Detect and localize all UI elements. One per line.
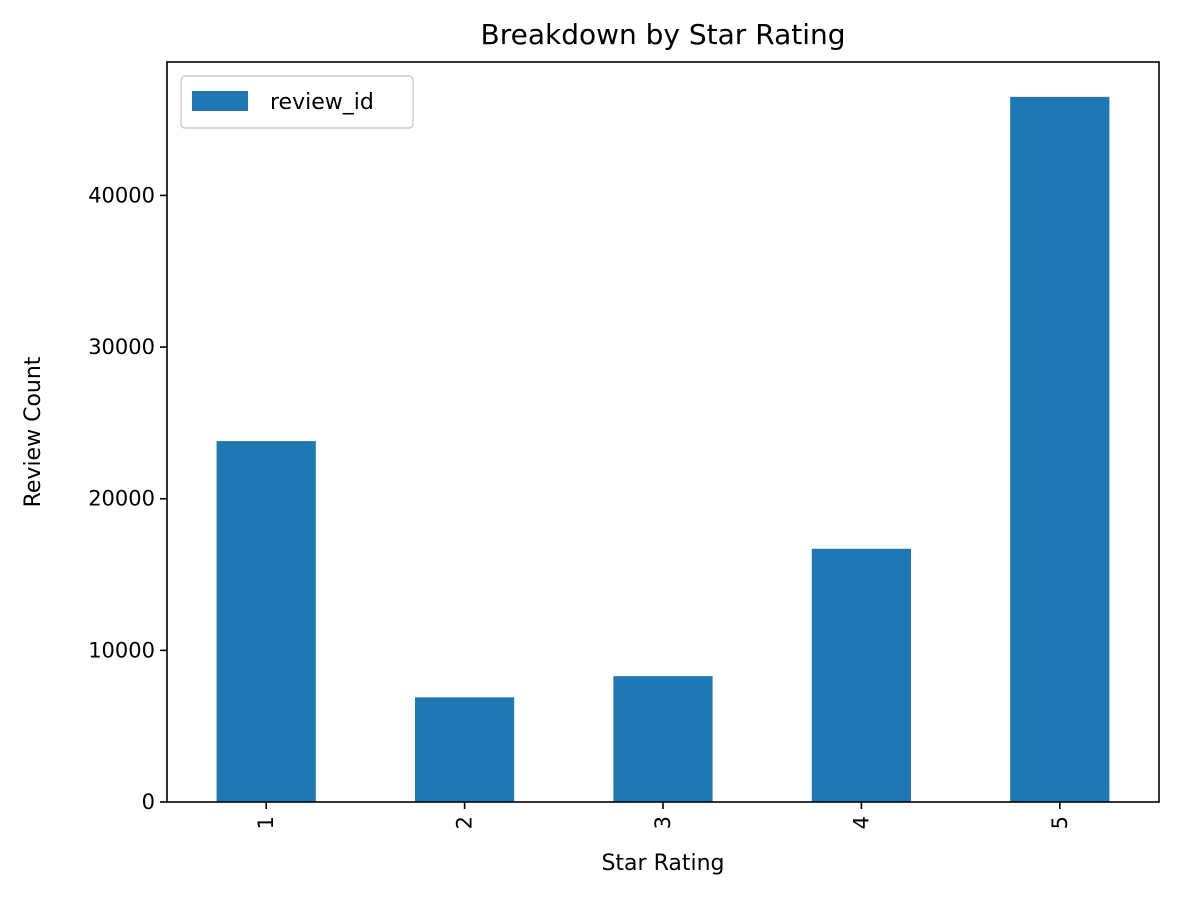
legend-swatch <box>192 91 248 111</box>
y-axis: 0 10000 20000 30000 40000 <box>88 183 167 814</box>
x-tick-label: 4 <box>849 816 873 829</box>
y-axis-label: Review Count <box>21 356 46 507</box>
bar-4 <box>811 548 911 802</box>
bar-5 <box>1010 96 1110 802</box>
x-tick-label: 5 <box>1048 816 1072 829</box>
legend-label: review_id <box>270 90 374 115</box>
bars-group <box>216 96 1110 802</box>
chart-title: Breakdown by Star Rating <box>481 18 846 51</box>
y-tick-label: 0 <box>142 790 155 814</box>
bar-3 <box>613 676 713 802</box>
y-tick-label: 20000 <box>88 487 155 511</box>
y-tick-label: 40000 <box>88 183 155 207</box>
bar-2 <box>415 697 515 802</box>
bar-1 <box>216 441 316 802</box>
y-tick-label: 10000 <box>88 638 155 662</box>
x-tick-label: 1 <box>254 816 278 829</box>
x-tick-label: 2 <box>453 816 477 829</box>
x-axis-label: Star Rating <box>601 851 724 876</box>
y-tick-label: 30000 <box>88 335 155 359</box>
legend-box <box>180 75 414 129</box>
x-tick-label: 3 <box>651 816 675 829</box>
x-axis: 1 2 3 4 5 <box>254 802 1072 829</box>
legend: review_id <box>180 75 414 129</box>
